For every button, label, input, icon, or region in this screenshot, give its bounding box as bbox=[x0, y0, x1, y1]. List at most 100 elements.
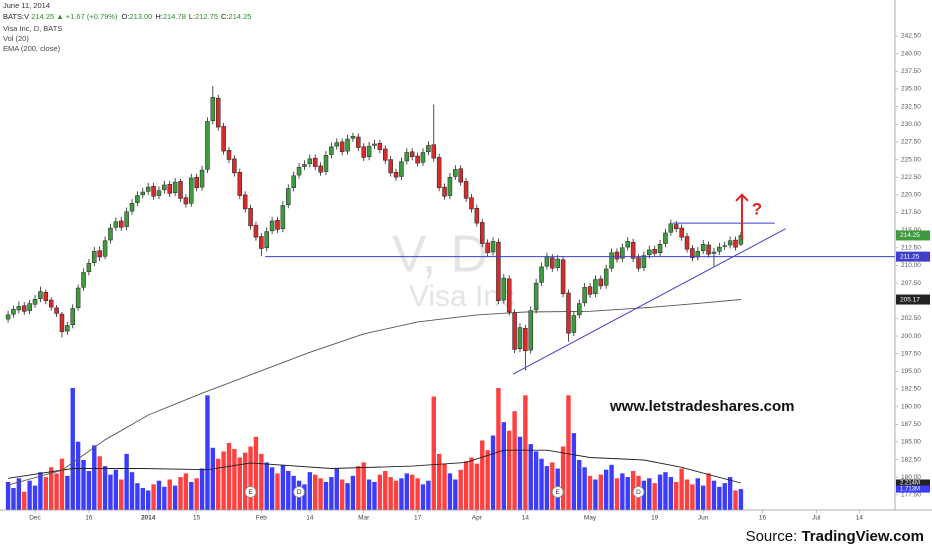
legend-item: EMA (200, close) bbox=[3, 44, 61, 53]
candle-body bbox=[647, 249, 652, 256]
candle-body bbox=[555, 258, 560, 268]
volume-bar bbox=[668, 477, 674, 510]
candle-body bbox=[711, 251, 717, 254]
volume-bar bbox=[32, 485, 38, 510]
y-tick-label: 235.00 bbox=[901, 86, 921, 93]
volume-bar bbox=[506, 430, 512, 510]
candle-body bbox=[399, 161, 404, 177]
volume-bar bbox=[727, 477, 733, 510]
candle-body bbox=[641, 255, 647, 268]
y-tick-label: 187.50 bbox=[901, 421, 921, 428]
volume-bar bbox=[393, 480, 399, 510]
y-tick-label: 225.00 bbox=[901, 156, 921, 163]
volume-bar bbox=[313, 474, 318, 510]
volume-bar bbox=[496, 387, 501, 510]
candle-body bbox=[684, 236, 690, 250]
volume-bar bbox=[700, 485, 706, 510]
x-tick-label: May bbox=[584, 515, 597, 522]
candle-body bbox=[264, 231, 269, 249]
volume-tag bbox=[896, 479, 930, 487]
volume-bar bbox=[22, 491, 27, 510]
candle-body bbox=[291, 175, 296, 189]
volume-bar bbox=[27, 480, 32, 510]
y-tick-label: 237.50 bbox=[901, 68, 921, 75]
candle-body bbox=[356, 136, 361, 148]
website: www.letstradeshares.com bbox=[609, 398, 795, 415]
candle-body bbox=[426, 145, 431, 153]
candle-body bbox=[372, 143, 377, 146]
candle-body bbox=[453, 169, 458, 177]
ohlc-label: L: bbox=[189, 12, 195, 21]
volume-bar bbox=[11, 488, 16, 510]
volume-tag-label: 1.713M bbox=[900, 487, 920, 493]
volume-bar bbox=[695, 478, 700, 510]
candle-body bbox=[442, 186, 447, 197]
volume-bar bbox=[458, 469, 463, 510]
volume-bar bbox=[119, 479, 124, 510]
candle-body bbox=[550, 257, 555, 269]
volume-bar bbox=[269, 467, 275, 510]
volume-bar bbox=[674, 481, 679, 510]
volume-bar bbox=[86, 470, 92, 510]
volume-bar bbox=[189, 481, 194, 510]
y-tick-label: 207.50 bbox=[901, 280, 921, 287]
candle-body bbox=[496, 241, 501, 301]
candle-body bbox=[178, 181, 183, 199]
candle-body bbox=[269, 220, 275, 232]
volume-bar bbox=[490, 435, 496, 510]
event-marker bbox=[244, 486, 257, 498]
volume-bar bbox=[102, 466, 108, 510]
volume-tag bbox=[896, 485, 930, 493]
volume-bar bbox=[566, 395, 571, 510]
candle-body bbox=[625, 241, 630, 248]
watermark-symbol: V, D bbox=[392, 226, 488, 284]
volume-bar bbox=[92, 445, 97, 510]
volume-bar bbox=[436, 453, 442, 510]
candle-body bbox=[43, 292, 49, 301]
volume-bar bbox=[280, 464, 286, 510]
y-tick-label: 202.50 bbox=[901, 315, 921, 322]
volume-bar bbox=[5, 481, 11, 510]
volume-bar bbox=[690, 484, 695, 510]
y-tick-label: 242.50 bbox=[901, 33, 921, 40]
candle-body bbox=[307, 158, 313, 165]
candle-body bbox=[350, 136, 356, 139]
price-tag-label: 211.25 bbox=[900, 253, 920, 260]
ohlc-label: H: bbox=[155, 12, 163, 21]
volume-bar bbox=[70, 387, 75, 510]
volume-bar bbox=[199, 468, 205, 510]
volume-bar bbox=[706, 473, 711, 510]
y-tick-label: 195.00 bbox=[901, 368, 921, 375]
y-tick-label: 212.50 bbox=[901, 245, 921, 252]
volume-bar bbox=[420, 484, 426, 510]
candle-body bbox=[673, 224, 679, 229]
candle-body bbox=[517, 327, 523, 350]
event-marker bbox=[293, 486, 305, 498]
x-tick-label: Feb bbox=[256, 515, 268, 522]
x-tick-label: 16 bbox=[759, 515, 767, 522]
candle-body bbox=[172, 181, 178, 193]
volume-bar bbox=[442, 463, 447, 510]
candle-body bbox=[663, 232, 668, 244]
candle-body bbox=[474, 208, 480, 224]
y-tick-label: 217.50 bbox=[901, 209, 921, 216]
ema-line bbox=[7, 299, 741, 486]
y-tick-label: 177.50 bbox=[901, 492, 921, 499]
event-label: E bbox=[556, 489, 561, 496]
volume-bar bbox=[717, 486, 722, 510]
candle-body bbox=[566, 292, 571, 334]
event-label: E bbox=[248, 489, 253, 496]
volume-bar bbox=[480, 440, 485, 510]
x-tick-label: 14 bbox=[856, 515, 864, 522]
volume-bar bbox=[571, 433, 577, 510]
candle-body bbox=[733, 239, 738, 248]
candle-body bbox=[124, 211, 129, 227]
volume-bar bbox=[652, 483, 657, 510]
candle-body bbox=[215, 97, 221, 128]
x-tick-label: Apr bbox=[472, 515, 483, 522]
candle-body bbox=[237, 172, 243, 196]
price-tag-label: 205.17 bbox=[900, 296, 920, 303]
candle-body bbox=[248, 208, 253, 227]
candle-body bbox=[221, 126, 226, 152]
